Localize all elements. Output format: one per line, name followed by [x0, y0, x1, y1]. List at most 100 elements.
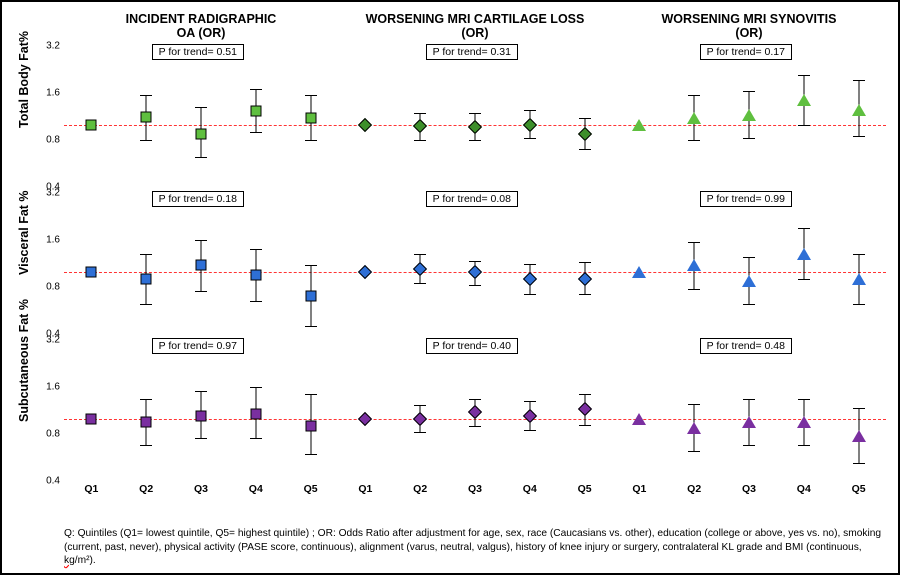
y-tick-label: 1.6	[30, 235, 60, 246]
trend-label: P for trend= 0.31	[426, 44, 518, 60]
error-cap	[524, 138, 536, 139]
error-cap	[579, 425, 591, 426]
marker-diamond	[523, 118, 537, 132]
marker-diamond	[358, 265, 372, 279]
row-ylabel: Subcutaneous Fat %	[17, 398, 31, 422]
x-tick-label: Q3	[468, 483, 482, 495]
marker-triangle	[632, 413, 646, 425]
error-cap	[250, 301, 262, 302]
error-cap	[414, 254, 426, 255]
x-tick-label: Q2	[139, 483, 153, 495]
x-tick-label: Q1	[358, 483, 372, 495]
plot-area: INCIDENT RADIGRAPHICOA (OR)WORSENING MRI…	[64, 12, 886, 495]
marker-square	[195, 128, 206, 139]
marker-square	[250, 408, 261, 419]
error-cap	[469, 113, 481, 114]
panel: P for trend= 0.31	[338, 46, 612, 187]
error-cap	[743, 138, 755, 139]
error-cap	[853, 136, 865, 137]
x-tick-label: Q1	[632, 483, 646, 495]
trend-label: P for trend= 0.18	[152, 191, 244, 207]
y-tick-label: 3.2	[30, 188, 60, 199]
marker-diamond	[577, 272, 591, 286]
trend-label: P for trend= 0.48	[700, 338, 792, 354]
error-cap	[798, 279, 810, 280]
error-cap	[140, 140, 152, 141]
marker-square	[195, 410, 206, 421]
error-cap	[140, 95, 152, 96]
error-cap	[305, 265, 317, 266]
error-cap	[195, 240, 207, 241]
error-cap	[414, 113, 426, 114]
error-cap	[414, 140, 426, 141]
marker-diamond	[577, 402, 591, 416]
error-cap	[853, 80, 865, 81]
column-header: WORSENING MRI CARTILAGE LOSS(OR)	[338, 12, 612, 41]
y-tick-label: 3.2	[30, 41, 60, 52]
marker-diamond	[468, 405, 482, 419]
marker-square	[141, 417, 152, 428]
marker-square	[250, 270, 261, 281]
panel: P for trend= 0.48	[612, 340, 886, 481]
error-cap	[579, 394, 591, 395]
marker-triangle	[852, 430, 866, 442]
error-cap	[305, 326, 317, 327]
error-cap	[524, 430, 536, 431]
error-cap	[140, 399, 152, 400]
marker-diamond	[358, 412, 372, 426]
error-cap	[250, 438, 262, 439]
column-header: INCIDENT RADIGRAPHICOA (OR)	[64, 12, 338, 41]
marker-triangle	[687, 112, 701, 124]
marker-triangle	[797, 416, 811, 428]
error-cap	[743, 304, 755, 305]
error-cap	[305, 454, 317, 455]
marker-triangle	[852, 104, 866, 116]
error-cap	[798, 228, 810, 229]
panel: P for trend= 0.97	[64, 340, 338, 481]
error-cap	[853, 304, 865, 305]
panel: P for trend= 0.40	[338, 340, 612, 481]
error-cap	[688, 140, 700, 141]
y-tick-label: 1.6	[30, 88, 60, 99]
error-cap	[524, 110, 536, 111]
trend-label: P for trend= 0.97	[152, 338, 244, 354]
marker-triangle	[687, 259, 701, 271]
error-cap	[140, 254, 152, 255]
x-tick-label: Q4	[797, 483, 811, 495]
error-cap	[579, 118, 591, 119]
trend-label: P for trend= 0.08	[426, 191, 518, 207]
error-cap	[688, 242, 700, 243]
x-tick-label: Q1	[84, 483, 98, 495]
error-cap	[414, 432, 426, 433]
footnote-text: Q: Quintiles (Q1= lowest quintile, Q5= h…	[64, 527, 886, 567]
marker-triangle	[632, 119, 646, 131]
marker-triangle	[797, 248, 811, 260]
x-tick-label: Q3	[194, 483, 208, 495]
panel: P for trend= 0.17	[612, 46, 886, 187]
marker-square	[195, 260, 206, 271]
error-cap	[469, 399, 481, 400]
error-cap	[140, 445, 152, 446]
figure-root: INCIDENT RADIGRAPHICOA (OR)WORSENING MRI…	[0, 0, 900, 575]
trend-label: P for trend= 0.17	[700, 44, 792, 60]
x-tick-label: Q5	[578, 483, 592, 495]
error-cap	[250, 387, 262, 388]
error-cap	[469, 140, 481, 141]
error-cap	[305, 140, 317, 141]
marker-triangle	[797, 94, 811, 106]
y-tick-label: 0.4	[30, 476, 60, 487]
error-cap	[469, 261, 481, 262]
y-tick-label: 0.8	[30, 135, 60, 146]
error-cap	[250, 132, 262, 133]
panel: P for trend= 0.99	[612, 193, 886, 334]
error-cap	[853, 463, 865, 464]
x-tick-label: Q5	[852, 483, 866, 495]
error-cap	[743, 257, 755, 258]
marker-triangle	[742, 109, 756, 121]
error-cap	[469, 285, 481, 286]
x-tick-label: Q2	[687, 483, 701, 495]
panel-row: P for trend= 0.51P for trend= 0.31P for …	[64, 46, 886, 187]
x-tick-label: Q4	[249, 483, 263, 495]
x-tick-label: Q3	[742, 483, 756, 495]
trend-label: P for trend= 0.40	[426, 338, 518, 354]
